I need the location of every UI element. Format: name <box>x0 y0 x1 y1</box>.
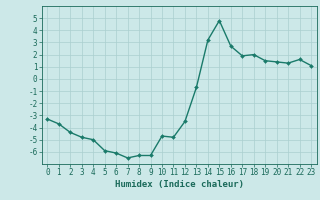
X-axis label: Humidex (Indice chaleur): Humidex (Indice chaleur) <box>115 180 244 189</box>
